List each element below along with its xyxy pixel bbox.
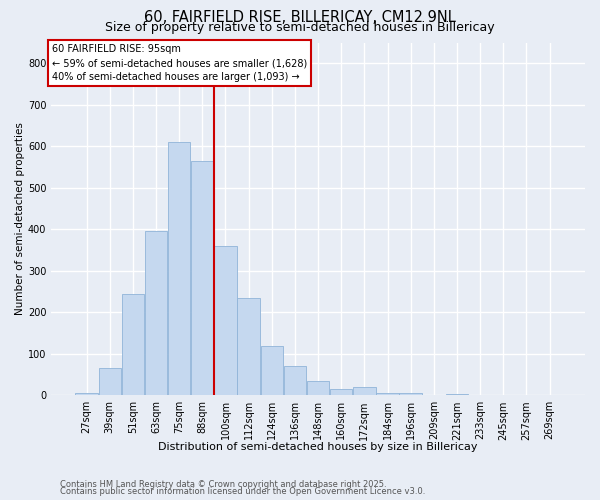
Bar: [330, 389, 352, 396]
Bar: [191, 161, 214, 396]
Bar: [446, 394, 468, 396]
Bar: [238, 298, 260, 396]
Bar: [76, 394, 98, 396]
Bar: [214, 246, 237, 396]
Bar: [284, 366, 306, 396]
Y-axis label: Number of semi-detached properties: Number of semi-detached properties: [15, 122, 25, 316]
Text: 60, FAIRFIELD RISE, BILLERICAY, CM12 9NL: 60, FAIRFIELD RISE, BILLERICAY, CM12 9NL: [144, 10, 456, 25]
X-axis label: Distribution of semi-detached houses by size in Billericay: Distribution of semi-detached houses by …: [158, 442, 478, 452]
Bar: [98, 368, 121, 396]
Text: Contains public sector information licensed under the Open Government Licence v3: Contains public sector information licen…: [60, 487, 425, 496]
Bar: [400, 394, 422, 396]
Bar: [145, 232, 167, 396]
Text: 60 FAIRFIELD RISE: 95sqm
← 59% of semi-detached houses are smaller (1,628)
40% o: 60 FAIRFIELD RISE: 95sqm ← 59% of semi-d…: [52, 44, 307, 82]
Text: Size of property relative to semi-detached houses in Billericay: Size of property relative to semi-detach…: [105, 21, 495, 34]
Bar: [168, 142, 190, 396]
Bar: [307, 381, 329, 396]
Bar: [122, 294, 144, 396]
Bar: [260, 346, 283, 396]
Bar: [353, 387, 376, 396]
Bar: [376, 394, 399, 396]
Text: Contains HM Land Registry data © Crown copyright and database right 2025.: Contains HM Land Registry data © Crown c…: [60, 480, 386, 489]
